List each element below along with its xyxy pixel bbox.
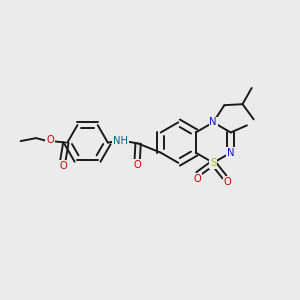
Text: N: N	[227, 148, 235, 158]
Text: O: O	[59, 161, 67, 171]
Text: O: O	[46, 136, 54, 146]
Text: S: S	[210, 158, 216, 168]
Text: O: O	[133, 160, 141, 170]
Text: O: O	[193, 174, 201, 184]
Text: O: O	[224, 177, 231, 187]
Text: NH: NH	[113, 136, 128, 146]
Text: N: N	[209, 117, 217, 128]
